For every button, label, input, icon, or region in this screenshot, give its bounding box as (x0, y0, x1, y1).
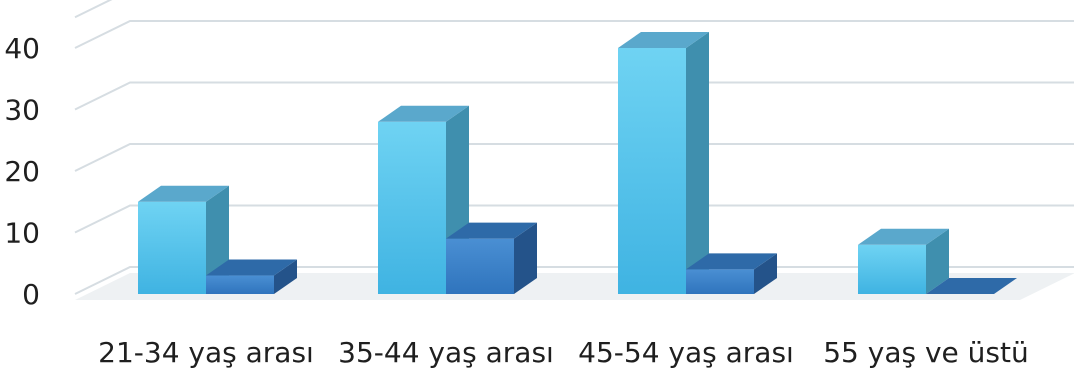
bar-side-1-0 (274, 259, 297, 294)
bar-0-0 (138, 201, 206, 294)
bar-top-0-3 (858, 228, 949, 245)
x-category-label: 45-54 yaş arası (578, 336, 794, 369)
bar-1-1 (446, 238, 514, 294)
chart-floor (75, 273, 1074, 300)
bar-top-1-2 (686, 253, 777, 270)
bar-side-1-2 (754, 253, 777, 294)
bar-top-1-3 (926, 278, 1017, 294)
y-tick-label: 20 (4, 155, 40, 188)
bar-top-1-1 (446, 222, 537, 239)
bar-side-0-3 (926, 228, 949, 294)
bar-0-1 (378, 121, 446, 294)
y-tick-label: 10 (4, 217, 40, 250)
floor-plane (75, 273, 1074, 300)
bar-0-2 (618, 48, 686, 294)
x-axis-categories: 21-34 yaş arası 35-44 yaş arası 45-54 yaş … (98, 336, 1029, 369)
gridline (74, 81, 1074, 111)
bar-side-0-2 (686, 32, 709, 294)
gridline (74, 204, 1074, 234)
gridline (74, 143, 1074, 172)
bar-side-1-1 (514, 222, 537, 294)
bar-1-0 (206, 275, 274, 294)
bar-top-0-1 (378, 105, 469, 122)
x-category-label: 35-44 yaş arası (338, 336, 554, 369)
bar-0-3 (858, 244, 926, 294)
bar-top-0-2 (618, 32, 709, 48)
gridline (74, 0, 113, 19)
bars (138, 32, 1017, 294)
y-tick-label: 0 (22, 278, 40, 311)
bar-1-2 (686, 269, 754, 294)
x-category-label: 21-34 yaş arası (98, 336, 314, 369)
bar-top-1-0 (206, 259, 297, 276)
y-axis-ticks: 0 10 20 30 40 (4, 32, 40, 311)
bar-top-0-0 (138, 185, 229, 202)
gridline (74, 20, 1074, 49)
y-tick-label: 30 (4, 94, 40, 127)
x-category-label: 55 yaş ve üstü (823, 336, 1029, 369)
y-tick-label: 40 (4, 32, 40, 65)
